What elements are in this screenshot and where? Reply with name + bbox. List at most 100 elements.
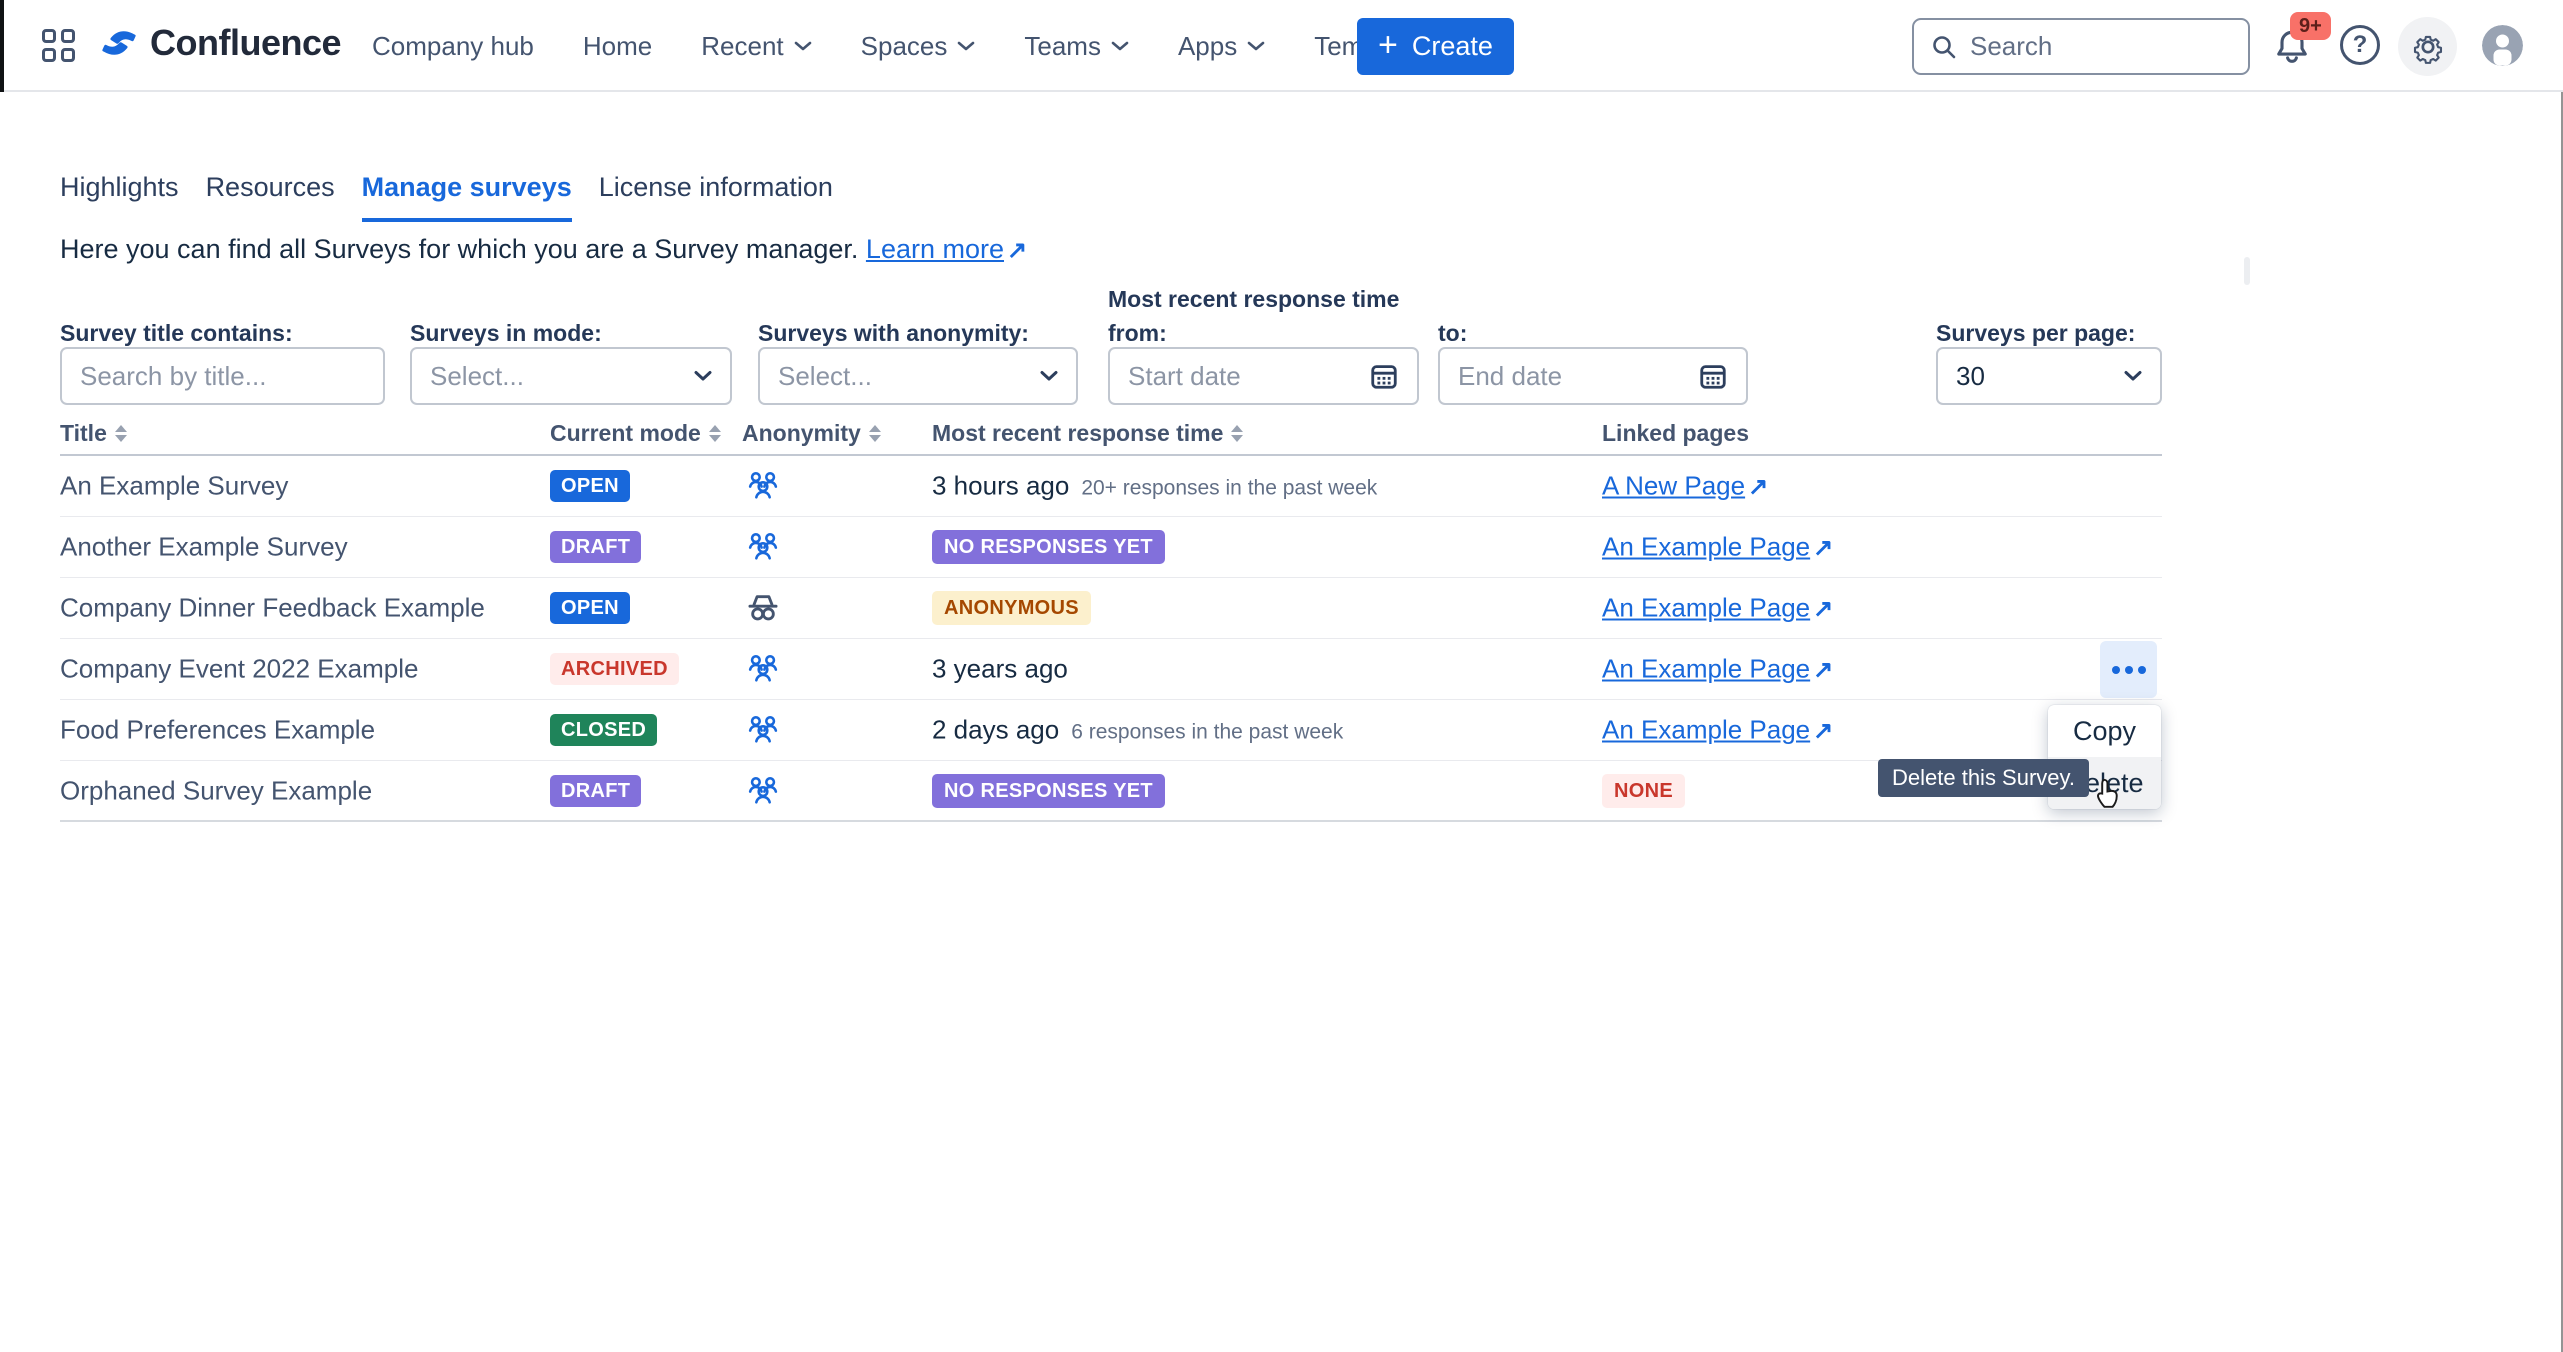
table-row: An Example Survey OPEN 3 hours ago 20+ re… (60, 456, 2162, 517)
help-button[interactable]: ? (2340, 25, 2380, 65)
linked-page-link[interactable]: An Example Page (1602, 653, 1811, 684)
tab-manage-surveys[interactable]: Manage surveys (361, 172, 572, 222)
external-link-icon: ↗ (1007, 237, 1028, 264)
notifications-button[interactable]: 9+ (2272, 12, 2331, 66)
sort-icon (114, 425, 127, 442)
filter-to-box (1438, 347, 1748, 405)
menu-item-copy[interactable]: Copy (2072, 715, 2137, 746)
table-row: Company Event 2022 Example ARCHIVED 3 ye… (60, 639, 2162, 700)
tab-license-information[interactable]: License information (598, 172, 833, 202)
user-avatar[interactable] (2482, 25, 2523, 66)
survey-title: Orphaned Survey Example (60, 775, 373, 805)
filter-from-input[interactable] (1128, 360, 1328, 392)
external-link-icon: ↗ (1813, 595, 1834, 623)
table-row: Food Preferences Example CLOSED 2 days a… (60, 700, 2162, 761)
create-button[interactable]: + Create (1357, 18, 1514, 75)
linked-page-link[interactable]: An Example Page (1602, 714, 1811, 745)
delete-tooltip: Delete this Survey. (1878, 759, 2090, 797)
external-link-icon: ↗ (1813, 656, 1834, 684)
sort-icon (1231, 425, 1244, 442)
external-link-icon: ↗ (1748, 473, 1769, 501)
tab-highlights[interactable]: Highlights (60, 172, 179, 202)
filter-perpage-label: Surveys per page: (1936, 320, 2136, 346)
row-actions-button[interactable] (2100, 641, 2157, 698)
tab-resources[interactable]: Resources (205, 172, 335, 202)
filter-anonymity-label: Surveys with anonymity: (758, 320, 1029, 346)
chevron-down-icon (794, 40, 812, 52)
filter-from-box (1108, 347, 1419, 405)
incognito-icon (744, 589, 782, 627)
response-time: 3 years ago (932, 653, 1068, 684)
no-responses-badge: NO RESPONSES YET (932, 530, 1165, 564)
filter-perpage-select[interactable]: 30 (1936, 347, 2162, 405)
table-row: Orphaned Survey Example DRAFT NO RESPONS… (60, 761, 2162, 822)
mode-badge: CLOSED (550, 714, 658, 746)
group-icon (744, 467, 782, 505)
linked-page-link[interactable]: An Example Page (1602, 531, 1811, 562)
surveys-table: Title Current mode Anonymity Most recent… (60, 420, 2162, 822)
confluence-logo[interactable]: Confluence (98, 22, 342, 64)
nav-item-home[interactable]: Home (582, 30, 653, 61)
external-link-icon: ↗ (1813, 717, 1834, 745)
no-linked-page-badge: NONE (1602, 773, 1685, 808)
nav-item-teams[interactable]: Teams (1024, 31, 1129, 62)
global-search[interactable] (1912, 18, 2250, 75)
column-header-time[interactable]: Most recent response time (932, 420, 1244, 447)
calendar-icon[interactable] (1369, 361, 1399, 391)
mode-badge: DRAFT (550, 531, 642, 563)
filter-title-label: Survey title contains: (60, 320, 293, 346)
chevron-down-icon (1247, 40, 1265, 52)
filter-anonymity-select[interactable]: Select... (758, 347, 1078, 405)
anonymous-badge: ANONYMOUS (932, 591, 1091, 625)
scrollbar-thumb[interactable] (2244, 257, 2250, 285)
calendar-icon[interactable] (1698, 361, 1728, 391)
survey-title: Another Example Survey (60, 531, 348, 562)
window-edge-right (2561, 92, 2563, 1352)
response-time: 3 hours ago (932, 470, 1070, 501)
filter-from-label: from: (1108, 320, 1167, 346)
top-nav: Confluence Company hub Home Recent Space… (0, 0, 2563, 92)
table-row: Another Example Survey DRAFT NO RESPONSE… (60, 517, 2162, 578)
response-note: 20+ responses in the past week (1081, 476, 1378, 500)
nav-item-recent[interactable]: Recent (701, 31, 811, 62)
app-switcher-icon[interactable] (42, 29, 76, 63)
mode-badge: OPEN (550, 470, 630, 502)
column-header-linked: Linked pages (1602, 420, 1749, 446)
linked-page-link[interactable]: An Example Page (1602, 592, 1811, 623)
column-header-title[interactable]: Title (60, 420, 127, 447)
settings-button[interactable] (2398, 17, 2457, 76)
linked-page-link[interactable]: A New Page (1602, 470, 1746, 501)
response-note: 6 responses in the past week (1071, 720, 1344, 744)
search-input[interactable] (1970, 31, 2210, 62)
group-icon (744, 650, 782, 688)
filter-title-input[interactable] (80, 360, 365, 392)
external-link-icon: ↗ (1813, 534, 1834, 562)
chevron-down-icon (2124, 370, 2142, 382)
group-icon (744, 528, 782, 566)
filter-mode-select[interactable]: Select... (410, 347, 732, 405)
question-mark-icon: ? (2352, 31, 2368, 58)
nav-item-company-hub[interactable]: Company hub (372, 30, 534, 61)
search-icon (1930, 33, 1958, 61)
nav-item-apps[interactable]: Apps (1178, 31, 1265, 62)
chevron-down-icon (1111, 40, 1129, 52)
group-icon (744, 772, 782, 810)
filter-mode-label: Surveys in mode: (410, 320, 602, 346)
logo-wordmark: Confluence (150, 22, 342, 63)
learn-more-link[interactable]: Learn more (865, 234, 1004, 264)
table-header-row: Title Current mode Anonymity Most recent… (60, 420, 2162, 456)
mode-badge: ARCHIVED (550, 653, 679, 685)
nav-item-spaces[interactable]: Spaces (861, 31, 976, 62)
chevron-down-icon (1040, 370, 1058, 382)
table-row: Company Dinner Feedback Example OPEN ANO… (60, 578, 2162, 639)
plus-icon: + (1378, 26, 1398, 64)
gear-icon (2410, 29, 2446, 65)
survey-title: Company Dinner Feedback Example (60, 592, 485, 623)
filter-time-group-label: Most recent response time (1108, 286, 1400, 312)
column-header-mode[interactable]: Current mode (550, 420, 721, 447)
no-responses-badge: NO RESPONSES YET (932, 773, 1165, 808)
filter-to-input[interactable] (1458, 360, 1658, 392)
column-header-anonymity[interactable]: Anonymity (742, 420, 881, 447)
page-tabs: Highlights Resources Manage surveys Lice… (60, 172, 833, 222)
